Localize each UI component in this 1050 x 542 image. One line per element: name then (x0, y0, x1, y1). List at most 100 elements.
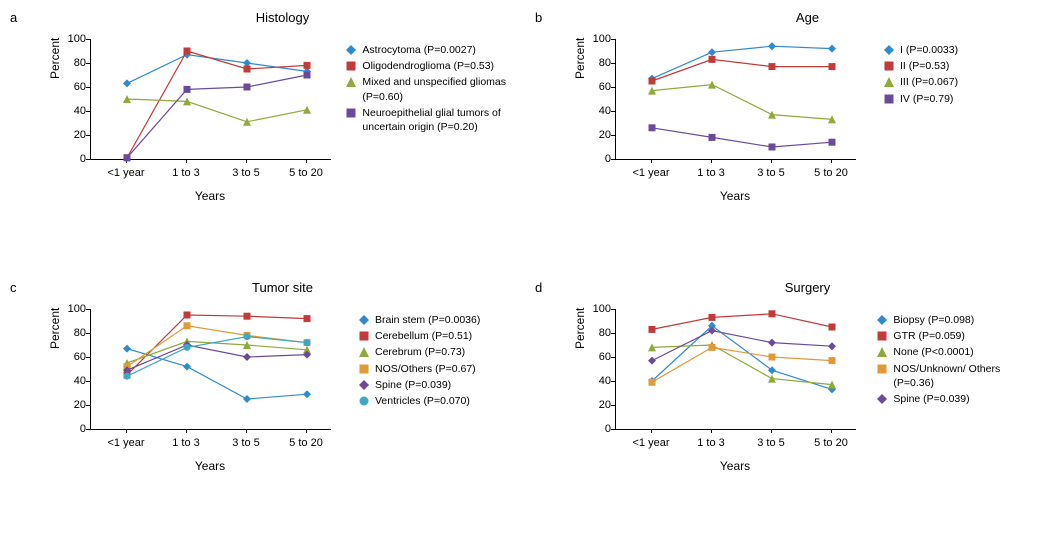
series-marker (709, 344, 716, 351)
series-marker (124, 373, 131, 380)
panel-title: Histology (50, 10, 515, 25)
y-tick: 20 (591, 129, 611, 141)
legend-label: Mixed and unspecified gliomas (P=0.60) (362, 75, 515, 103)
legend-label: NOS/Unknown/ Others (P=0.36) (893, 362, 1040, 390)
x-tick: <1 year (108, 437, 145, 449)
legend-label: Oligodendroglioma (P=0.53) (362, 59, 494, 73)
legend-item: Spine (P=0.039) (876, 392, 1040, 406)
legend-label: Astrocytoma (P=0.0027) (362, 43, 476, 57)
series-marker (304, 339, 311, 346)
series-marker (184, 344, 191, 351)
series-marker (769, 144, 776, 151)
chart-grid: aHistologyPercentYears020406080100<1 yea… (10, 10, 1040, 520)
panel-letter: c (10, 280, 17, 295)
plot-area (90, 309, 331, 430)
series-marker (828, 342, 836, 350)
y-tick: 60 (591, 81, 611, 93)
legend-label: GTR (P=0.059) (893, 329, 965, 343)
series-marker (244, 313, 251, 320)
series-marker (304, 62, 311, 69)
y-tick: 0 (66, 153, 86, 165)
series-line (127, 326, 307, 367)
series-line (652, 128, 832, 147)
series-marker (184, 86, 191, 93)
legend-label: I (P=0.0033) (900, 43, 958, 57)
legend-label: Brain stem (P=0.0036) (375, 313, 480, 327)
legend-item: Neuroepithelial glial tumors of uncertai… (345, 106, 515, 134)
x-axis-label: Years (90, 189, 330, 203)
y-tick: 80 (66, 327, 86, 339)
chart-box: PercentYears020406080100<1 year1 to 33 t… (575, 299, 868, 469)
legend-marker-icon (358, 346, 370, 358)
y-tick: 100 (66, 303, 86, 315)
x-tick: <1 year (633, 167, 670, 179)
y-tick: 0 (66, 423, 86, 435)
legend-item: Ventricles (P=0.070) (358, 394, 480, 408)
series-marker (768, 42, 776, 50)
series-marker (709, 134, 716, 141)
series-line (652, 326, 832, 390)
legend-label: NOS/Others (P=0.67) (375, 362, 476, 376)
series-marker (649, 78, 656, 85)
legend-item: Cerebellum (P=0.51) (358, 329, 480, 343)
x-axis-label: Years (615, 459, 855, 473)
y-tick: 20 (591, 399, 611, 411)
series-line (652, 347, 832, 382)
y-tick: 80 (591, 57, 611, 69)
panel-d: dSurgeryPercentYears020406080100<1 year1… (535, 280, 1040, 520)
x-axis-label: Years (90, 459, 330, 473)
legend-marker-icon (358, 314, 370, 326)
legend-item: Oligodendroglioma (P=0.53) (345, 59, 515, 73)
series-marker (303, 390, 311, 398)
series-line (652, 314, 832, 330)
legend-label: Cerebellum (P=0.51) (375, 329, 472, 343)
legend-item: Spine (P=0.039) (358, 378, 480, 392)
series-marker (184, 312, 191, 319)
legend-marker-icon (883, 60, 895, 72)
y-tick: 60 (591, 351, 611, 363)
series-marker (829, 324, 836, 331)
panel-title: Age (575, 10, 1040, 25)
series-marker (244, 84, 251, 91)
series-marker (183, 363, 191, 371)
series-marker (828, 45, 836, 53)
series-marker (829, 357, 836, 364)
y-tick: 60 (66, 351, 86, 363)
series-marker (769, 354, 776, 361)
panel-letter: a (10, 10, 17, 25)
y-axis-label: Percent (573, 38, 587, 79)
series-marker (829, 139, 836, 146)
panel-c: cTumor sitePercentYears020406080100<1 ye… (10, 280, 515, 520)
series-marker (304, 315, 311, 322)
series-line (652, 85, 832, 120)
legend-marker-icon (358, 330, 370, 342)
series-marker (304, 72, 311, 79)
panel-letter: b (535, 10, 542, 25)
series-line (127, 341, 307, 363)
x-tick: 1 to 3 (697, 437, 725, 449)
y-tick: 80 (66, 57, 86, 69)
panel-a: aHistologyPercentYears020406080100<1 yea… (10, 10, 515, 250)
y-tick: 40 (66, 105, 86, 117)
series-marker (768, 339, 776, 347)
legend-marker-icon (358, 363, 370, 375)
legend-item: III (P=0.067) (883, 75, 958, 89)
legend-item: II (P=0.53) (883, 59, 958, 73)
legend-label: Spine (P=0.039) (893, 392, 969, 406)
series-marker (123, 345, 131, 353)
legend-marker-icon (876, 314, 888, 326)
series-marker (243, 395, 251, 403)
panel-title: Surgery (575, 280, 1040, 295)
legend: I (P=0.0033) II (P=0.53) III (P=0.067) IV (… (883, 43, 958, 108)
y-tick: 60 (66, 81, 86, 93)
legend-item: NOS/Unknown/ Others (P=0.36) (876, 362, 1040, 390)
legend-item: Cerebrum (P=0.73) (358, 345, 480, 359)
chart-box: PercentYears020406080100<1 year1 to 33 t… (50, 29, 337, 199)
y-axis-label: Percent (573, 308, 587, 349)
x-tick: 5 to 20 (289, 167, 323, 179)
legend-label: II (P=0.53) (900, 59, 949, 73)
legend-label: Cerebrum (P=0.73) (375, 345, 465, 359)
legend: Astrocytoma (P=0.0027) Oligodendroglioma … (345, 43, 515, 136)
x-tick: 3 to 5 (757, 437, 785, 449)
legend-item: IV (P=0.79) (883, 92, 958, 106)
